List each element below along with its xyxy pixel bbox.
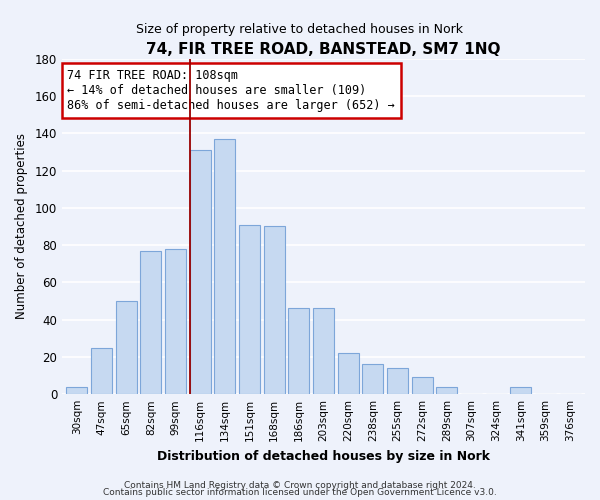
Bar xyxy=(436,386,457,394)
Text: Contains public sector information licensed under the Open Government Licence v3: Contains public sector information licen… xyxy=(103,488,497,497)
Title: 74, FIR TREE ROAD, BANSTEAD, SM7 1NQ: 74, FIR TREE ROAD, BANSTEAD, SM7 1NQ xyxy=(146,42,501,58)
Bar xyxy=(67,386,88,394)
Bar xyxy=(165,249,186,394)
Bar xyxy=(91,348,112,394)
Bar xyxy=(289,308,310,394)
Bar xyxy=(338,353,359,394)
Bar xyxy=(214,139,235,394)
Text: 74 FIR TREE ROAD: 108sqm
← 14% of detached houses are smaller (109)
86% of semi-: 74 FIR TREE ROAD: 108sqm ← 14% of detach… xyxy=(67,68,395,112)
Y-axis label: Number of detached properties: Number of detached properties xyxy=(15,134,28,320)
Bar xyxy=(190,150,211,394)
Bar xyxy=(239,224,260,394)
Bar xyxy=(140,250,161,394)
Bar xyxy=(412,378,433,394)
Bar xyxy=(313,308,334,394)
Text: Contains HM Land Registry data © Crown copyright and database right 2024.: Contains HM Land Registry data © Crown c… xyxy=(124,480,476,490)
Bar xyxy=(264,226,285,394)
Bar xyxy=(362,364,383,394)
Bar xyxy=(116,301,137,394)
X-axis label: Distribution of detached houses by size in Nork: Distribution of detached houses by size … xyxy=(157,450,490,462)
Bar xyxy=(387,368,408,394)
Text: Size of property relative to detached houses in Nork: Size of property relative to detached ho… xyxy=(137,22,464,36)
Bar xyxy=(511,386,532,394)
